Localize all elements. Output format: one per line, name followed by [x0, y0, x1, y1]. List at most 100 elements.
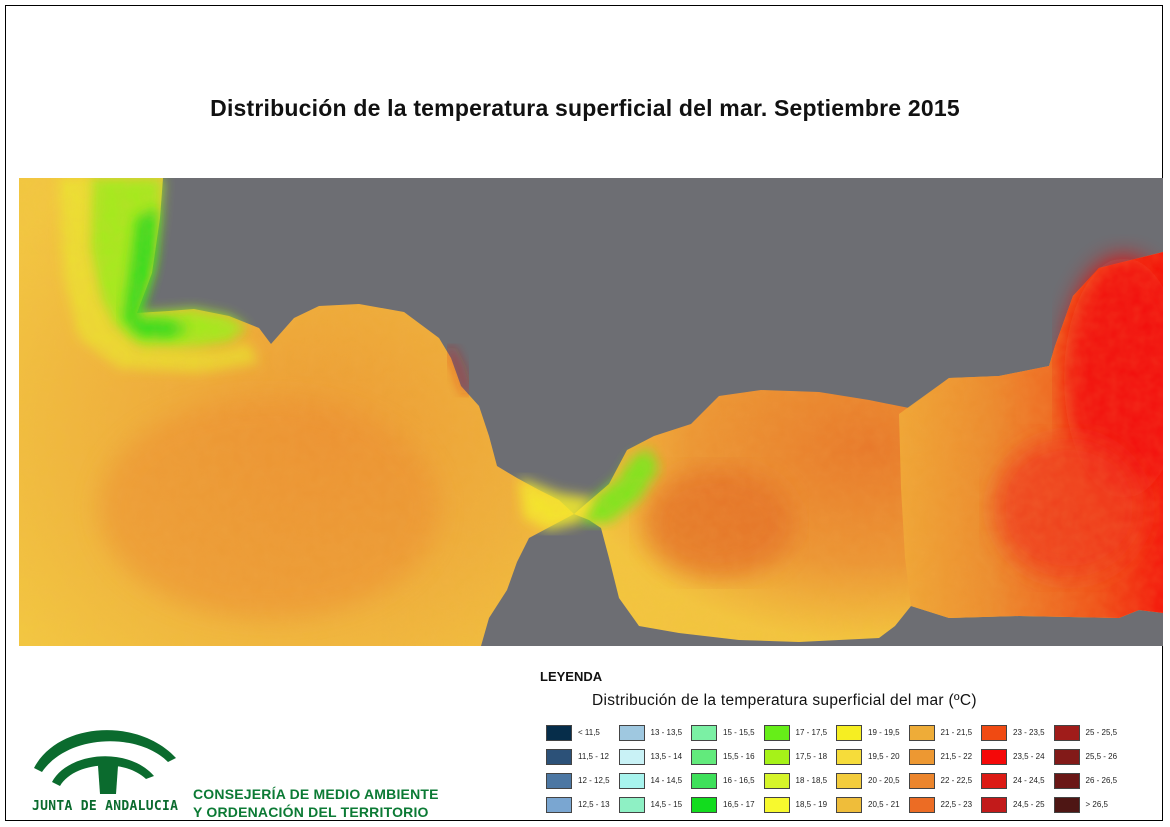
legend-item: 19 - 19,5 [836, 725, 908, 741]
legend-item: 22 - 22,5 [908, 773, 981, 789]
legend-swatch [546, 725, 572, 741]
legend-swatch [1053, 773, 1080, 789]
legend-swatch [763, 749, 790, 765]
legend-swatch [1053, 797, 1080, 813]
legend-item: 11,5 - 12 [546, 749, 618, 765]
legend-item: 25,5 - 26 [1053, 749, 1126, 765]
legend-swatch [908, 797, 935, 813]
sea-temperature-map [19, 178, 1163, 646]
legend-label: 16,5 - 17 [723, 800, 755, 809]
legend-item: 20,5 - 21 [836, 797, 908, 813]
legend-heading: LEYENDA [540, 669, 603, 684]
legend-item: 12,5 - 13 [546, 797, 618, 813]
legend-item: 22,5 - 23 [908, 797, 981, 813]
legend-label: 22,5 - 23 [940, 800, 973, 809]
legend-item: 21 - 21,5 [908, 725, 981, 741]
legend-swatch [691, 797, 717, 813]
legend-item: 23 - 23,5 [981, 725, 1053, 741]
map-title: Distribución de la temperatura superfici… [210, 95, 960, 121]
legend-label: 20,5 - 21 [868, 800, 900, 809]
legend-label: 18 - 18,5 [795, 776, 828, 785]
legend-item: 16,5 - 17 [691, 797, 763, 813]
legend-swatch [618, 797, 645, 813]
legend-label: 12 - 12,5 [578, 776, 610, 785]
legend-swatch [981, 725, 1007, 741]
legend-item: 13 - 13,5 [618, 725, 691, 741]
department-line-1: CONSEJERÍA DE MEDIO AMBIENTE [193, 786, 439, 802]
legend-label: > 26,5 [1085, 800, 1108, 809]
legend-label: 12,5 - 13 [578, 800, 610, 809]
legend-label: < 11,5 [578, 728, 600, 737]
legend-label: 23,5 - 24 [1013, 752, 1045, 761]
legend-swatch [763, 797, 790, 813]
legend-item: 20 - 20,5 [836, 773, 908, 789]
legend-swatch [981, 773, 1007, 789]
legend-label: 21,5 - 22 [940, 752, 973, 761]
legend-swatch [618, 725, 645, 741]
legend-swatch [763, 773, 790, 789]
legend-swatch [691, 749, 717, 765]
legend-item: 24,5 - 25 [981, 797, 1053, 813]
junta-andalucia-arches-logo [34, 730, 176, 794]
legend-label: 17 - 17,5 [795, 728, 828, 737]
legend-swatch [546, 773, 572, 789]
legend-item: 16 - 16,5 [691, 773, 763, 789]
legend-label: 22 - 22,5 [940, 776, 973, 785]
legend-swatch [763, 725, 790, 741]
legend-item: 15 - 15,5 [691, 725, 763, 741]
legend-item: 17,5 - 18 [763, 749, 836, 765]
legend-item: 26 - 26,5 [1053, 773, 1126, 789]
legend-item: 17 - 17,5 [763, 725, 836, 741]
legend-item: 13,5 - 14 [618, 749, 691, 765]
legend-swatch [618, 773, 645, 789]
legend-swatch [618, 749, 645, 765]
legend-label: 20 - 20,5 [868, 776, 900, 785]
legend-item: 15,5 - 16 [691, 749, 763, 765]
legend-label: 18,5 - 19 [795, 800, 828, 809]
legend-item: 12 - 12,5 [546, 773, 618, 789]
legend-label: 21 - 21,5 [940, 728, 973, 737]
legend-swatch [1053, 725, 1080, 741]
legend-swatch [981, 797, 1007, 813]
legend-item: 14 - 14,5 [618, 773, 691, 789]
legend-swatch [908, 725, 935, 741]
legend-item: 19,5 - 20 [836, 749, 908, 765]
legend-label: 17,5 - 18 [795, 752, 828, 761]
legend-label: 15 - 15,5 [723, 728, 755, 737]
legend-item: 21,5 - 22 [908, 749, 981, 765]
legend-subtitle: Distribución de la temperatura superfici… [592, 692, 977, 709]
legend-swatch [908, 773, 935, 789]
legend-swatch [1053, 749, 1080, 765]
legend-label: 19 - 19,5 [868, 728, 900, 737]
legend-item: 18,5 - 19 [763, 797, 836, 813]
legend-swatch [691, 725, 717, 741]
legend-label: 11,5 - 12 [578, 752, 609, 761]
legend-item: > 26,5 [1053, 797, 1126, 813]
legend-label: 15,5 - 16 [723, 752, 755, 761]
legend-swatch [836, 725, 862, 741]
legend-item: 25 - 25,5 [1053, 725, 1126, 741]
legend-swatch [908, 749, 935, 765]
legend-label: 24 - 24,5 [1013, 776, 1045, 785]
legend-swatch [836, 773, 862, 789]
coastal-hot-strip [446, 346, 470, 394]
legend-swatch [546, 749, 572, 765]
legend-label: 13,5 - 14 [650, 752, 683, 761]
legend-swatch [691, 773, 717, 789]
legend-label: 16 - 16,5 [723, 776, 755, 785]
legend-label: 26 - 26,5 [1085, 776, 1118, 785]
org-name: JUNTA DE ANDALUCIA [32, 799, 179, 814]
legend-label: 25 - 25,5 [1085, 728, 1118, 737]
legend-item: 18 - 18,5 [763, 773, 836, 789]
legend-label: 24,5 - 25 [1013, 800, 1045, 809]
legend-label: 23 - 23,5 [1013, 728, 1045, 737]
legend-item: 24 - 24,5 [981, 773, 1053, 789]
legend-swatch [981, 749, 1007, 765]
legend-item: 23,5 - 24 [981, 749, 1053, 765]
legend-swatch [836, 749, 862, 765]
legend-label: 25,5 - 26 [1085, 752, 1118, 761]
legend-item: 14,5 - 15 [618, 797, 691, 813]
legend-swatch [546, 797, 572, 813]
legend-label: 13 - 13,5 [650, 728, 683, 737]
legend-label: 14 - 14,5 [650, 776, 683, 785]
